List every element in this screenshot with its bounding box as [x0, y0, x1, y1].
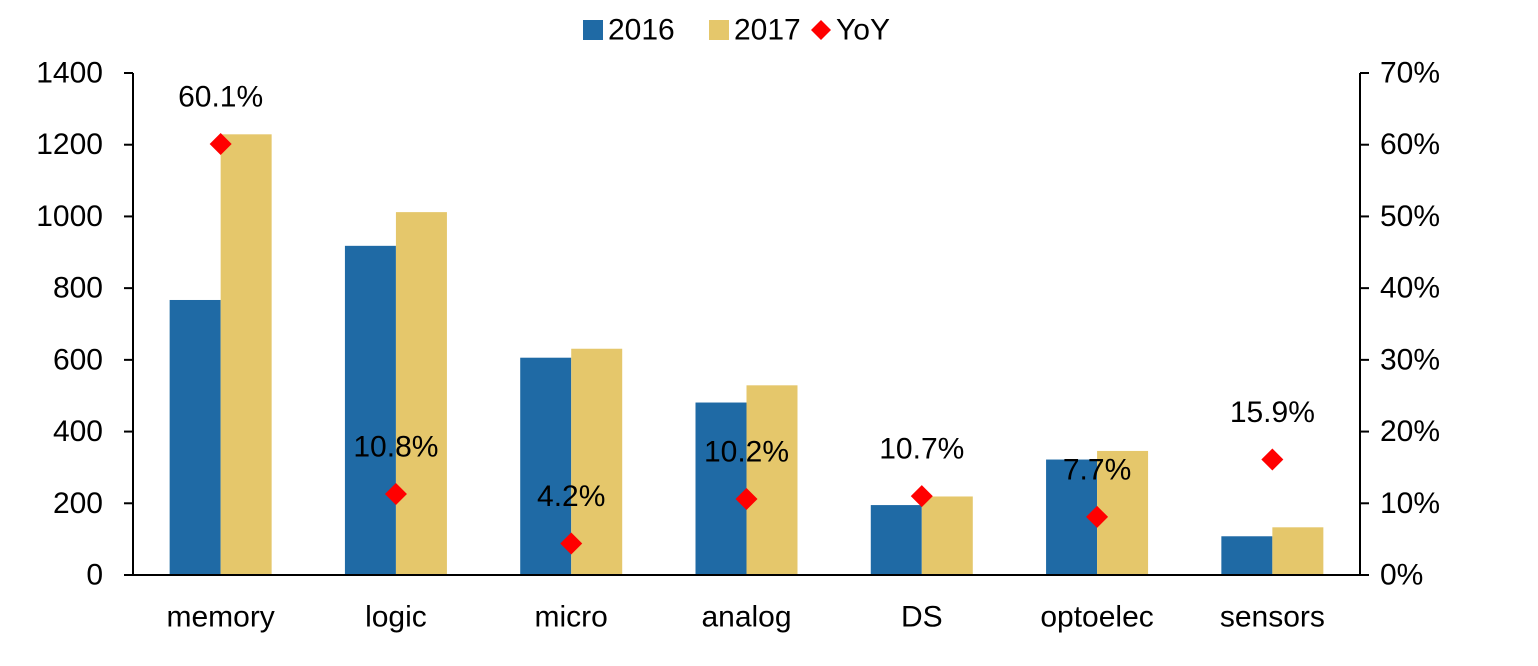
bar-2017-analog [746, 385, 798, 575]
yoy-data-label: 10.7% [879, 433, 964, 466]
yoy-data-label: 10.8% [353, 430, 438, 463]
legend-swatch-2016 [583, 20, 603, 40]
right-tick-label: 20% [1380, 415, 1440, 448]
left-tick-label: 800 [53, 272, 103, 305]
bar-2017-optoelec [1097, 450, 1149, 575]
legend-swatch-2017 [709, 20, 729, 40]
bar-2016-logic [344, 245, 396, 575]
right-tick-label: 0% [1380, 559, 1423, 592]
category-label: optoelec [1040, 601, 1153, 634]
bar-2016-analog [695, 402, 747, 575]
legend-label-2017: 2017 [734, 14, 801, 47]
left-tick-label: 400 [53, 415, 103, 448]
yoy-marker-micro [560, 532, 583, 555]
category-label: analog [701, 601, 791, 634]
left-tick-label: 0 [86, 559, 103, 592]
yoy-marker-DS [910, 485, 933, 508]
axes: 0 200 400 600 800 1000 1200 1400 0% 10% 20% 30% 40% 5… [36, 57, 1440, 634]
yoy-data-label: 60.1% [178, 80, 263, 113]
left-tick-label: 600 [53, 343, 103, 376]
yoy-markers [209, 132, 1284, 555]
category-label: sensors [1220, 601, 1325, 634]
right-tick-label: 30% [1380, 343, 1440, 376]
left-tick-label: 1000 [36, 200, 103, 233]
left-tick-label: 1400 [36, 57, 103, 90]
bar-2016-sensors [1221, 536, 1273, 575]
bar-2017-logic [395, 212, 447, 575]
yoy-data-label: 10.2% [704, 435, 789, 468]
right-tick-label: 10% [1380, 487, 1440, 520]
category-label: micro [535, 601, 608, 634]
data-labels: 60.1% 10.8% 4.2% 10.2% 10.7% 7.7% 15.9% [178, 80, 1315, 512]
bar-2016-memory [169, 299, 221, 575]
bar-2016-DS [870, 505, 922, 575]
yoy-data-label: 4.2% [537, 480, 605, 513]
legend-label-YoY: YoY [836, 14, 890, 47]
yoy-marker-analog [735, 487, 758, 510]
bar-2016-micro [520, 357, 572, 575]
category-label: memory [166, 601, 274, 634]
bar-2017-sensors [1272, 527, 1324, 575]
bar-2017-DS [921, 496, 973, 575]
right-tick-label: 70% [1380, 57, 1440, 90]
yoy-marker-optoelec [1086, 505, 1109, 528]
yoy-marker-logic [384, 482, 407, 505]
yoy-marker-sensors [1261, 448, 1284, 471]
bars [169, 134, 1324, 575]
bar-2017-memory [220, 134, 272, 575]
yoy-data-label: 15.9% [1230, 396, 1315, 429]
yoy-marker-memory [209, 132, 232, 155]
right-tick-label: 40% [1380, 272, 1440, 305]
legend-label-2016: 2016 [608, 14, 675, 47]
category-label: DS [901, 601, 943, 634]
legend: 2016 2017 YoY [583, 14, 890, 47]
left-tick-label: 200 [53, 487, 103, 520]
legend-swatch-YoY [811, 20, 831, 40]
yoy-data-label: 7.7% [1063, 453, 1131, 486]
right-tick-label: 50% [1380, 200, 1440, 233]
left-tick-label: 1200 [36, 128, 103, 161]
bar-2017-micro [571, 348, 623, 575]
category-label: logic [365, 601, 427, 634]
right-tick-label: 60% [1380, 128, 1440, 161]
